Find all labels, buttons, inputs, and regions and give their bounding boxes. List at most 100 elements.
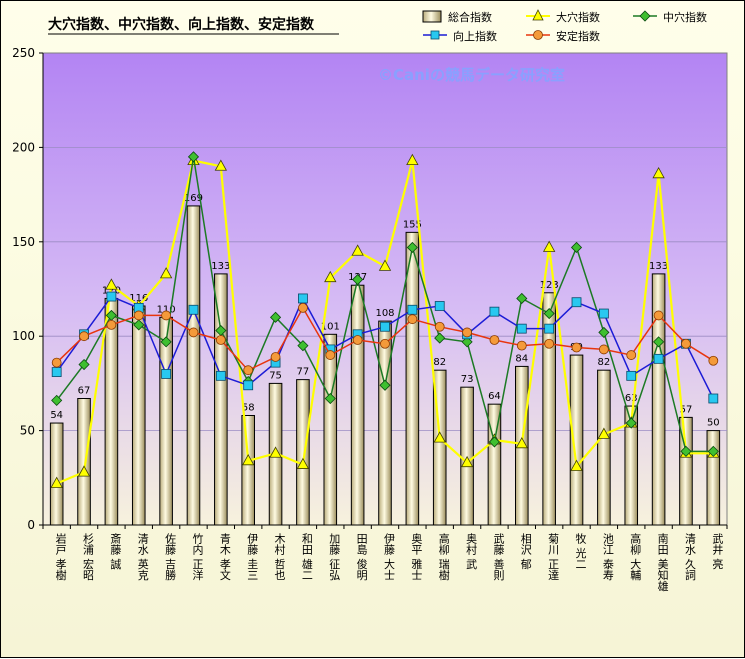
marker-diamond (570, 241, 583, 254)
x-axis-label: 田島 俊明 (355, 533, 368, 581)
x-axis-label: 菊川 正達 (547, 533, 560, 581)
bar-total-index (77, 398, 91, 526)
bar-total-index (597, 369, 611, 526)
legend-total-swatch (422, 10, 442, 23)
bar-value-label: 75 (269, 370, 282, 381)
marker-circle (298, 302, 308, 313)
marker-circle (653, 310, 664, 321)
marker-diamond (324, 392, 336, 405)
y-tick-label: 100 (12, 329, 35, 343)
marker-circle (681, 338, 691, 349)
marker-diamond (461, 336, 473, 348)
marker-circle (352, 335, 363, 345)
marker-diamond (78, 358, 90, 371)
marker-triangle (50, 476, 63, 488)
bar-total-index (350, 284, 365, 526)
bar-total-index (405, 231, 420, 526)
x-axis-label: 加藤 征弘 (328, 533, 341, 581)
marker-circle (188, 327, 199, 338)
marker-circle (380, 338, 390, 349)
marker-diamond (625, 417, 637, 429)
bar-total-index (378, 320, 392, 526)
marker-triangle (433, 431, 446, 443)
x-axis-label: 伊藤 圭三 (246, 533, 259, 581)
marker-square (161, 369, 172, 379)
marker-square (298, 293, 308, 304)
marker-triangle (406, 153, 419, 166)
bar-value-label: 63 (625, 393, 638, 404)
bar-total-index (542, 292, 556, 526)
bar-value-label: 84 (515, 353, 528, 364)
bar-value-label: 73 (461, 374, 474, 385)
bar-total-index (159, 316, 173, 526)
bar-value-label: 133 (211, 261, 230, 272)
marker-square (571, 297, 582, 308)
marker-square (243, 380, 254, 391)
x-axis-label: 清水 久詞 (683, 533, 696, 581)
x-axis-label: 和田 雄二 (300, 533, 313, 581)
legend-kojo-label: 向上指数 (453, 29, 497, 43)
marker-circle (516, 340, 527, 351)
marker-diamond (297, 340, 309, 352)
x-axis-label: 伊藤 大士 (383, 533, 396, 581)
marker-diamond (379, 379, 391, 391)
bar-value-label: 50 (707, 418, 720, 429)
y-axis-ticks: 0 50 100 150 200 250 (12, 46, 728, 532)
x-axis-label: 奥村 武 (465, 532, 478, 570)
x-axis-label: 岩戸 孝樹 (54, 532, 67, 581)
marker-square (544, 323, 555, 334)
marker-triangle (159, 267, 173, 279)
marker-square (51, 367, 62, 377)
marker-diamond (680, 445, 692, 457)
marker-diamond (653, 336, 665, 348)
bar-total-index (131, 305, 146, 526)
marker-circle (462, 327, 472, 338)
marker-diamond (516, 292, 528, 305)
x-axis-label: 南田 美知雄 (656, 533, 669, 592)
marker-circle (434, 321, 445, 332)
bar-total-index (296, 379, 310, 526)
x-axis-labels: 岩戸 孝樹 杉浦 宏昭 斎藤 誠 清水 英克 佐藤 吉勝 竹内 正洋 青木 孝文 伊藤 圭三 木… (54, 532, 724, 592)
bar-total-index (624, 405, 639, 526)
legend-nakaana-marker (639, 10, 651, 22)
y-tick-label: 200 (12, 140, 35, 154)
bar-value-label: 101 (321, 321, 340, 332)
legend-antei-marker (533, 30, 543, 40)
bar-value-label: 58 (242, 402, 255, 413)
legend-oana-marker (532, 9, 544, 21)
y-tick-label: 50 (20, 424, 35, 438)
bar-value-label: 116 (129, 293, 148, 304)
marker-circle (598, 344, 609, 355)
marker-triangle (105, 278, 118, 290)
marker-square (407, 304, 418, 315)
line-series (50, 151, 720, 488)
x-axis-label: 竹内 正洋 (191, 532, 204, 581)
x-axis-label: 杉浦 宏昭 (82, 532, 95, 581)
bar-value-label: 54 (50, 410, 63, 421)
y-tick-label: 250 (12, 46, 35, 60)
marker-diamond (707, 445, 719, 457)
marker-triangle (460, 455, 474, 468)
marker-circle (79, 331, 89, 342)
marker-square (653, 353, 664, 364)
legend-total-label: 総合指数 (448, 10, 492, 24)
bar-total-index (651, 273, 666, 526)
bar-total-index (487, 403, 502, 526)
marker-square (106, 291, 117, 302)
marker-diamond (133, 319, 145, 331)
marker-triangle (269, 446, 282, 458)
x-axis-label: 奥平 雅士 (410, 532, 423, 581)
bar-value-label: 57 (680, 404, 693, 415)
bar-total-index (186, 205, 201, 526)
legend-antei-label: 安定指数 (556, 29, 600, 43)
x-axis-label: 清水 英克 (136, 533, 149, 581)
marker-triangle (542, 240, 556, 252)
marker-circle (270, 352, 281, 362)
marker-circle (708, 355, 719, 366)
marker-triangle (351, 244, 364, 256)
marker-triangle (570, 459, 583, 471)
legend-kojo-marker (430, 30, 440, 40)
legend-nakaana-label: 中穴指数 (663, 10, 707, 24)
